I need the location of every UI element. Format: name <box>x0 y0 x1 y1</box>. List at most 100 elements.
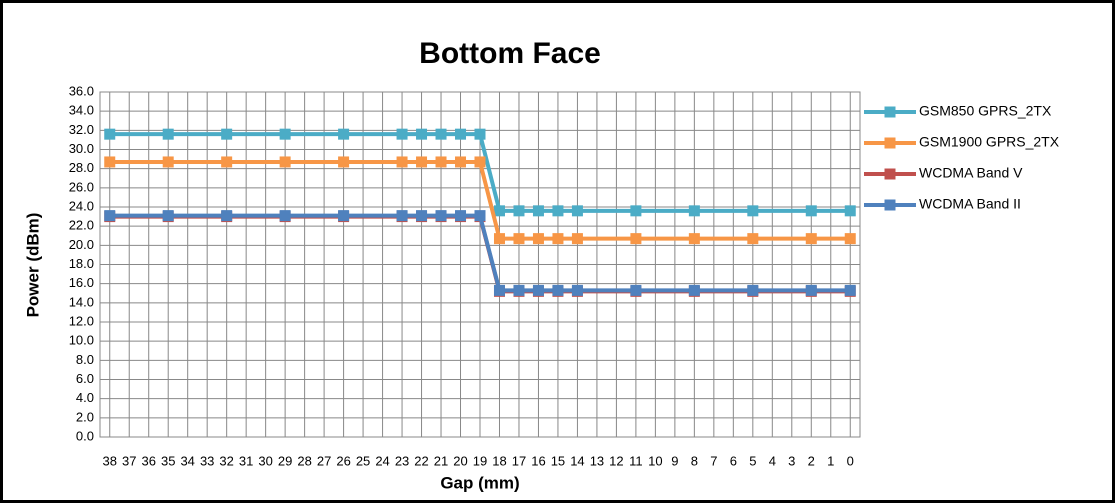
x-tick-label: 0 <box>847 453 854 468</box>
x-tick-label: 8 <box>691 453 698 468</box>
data-point <box>104 210 116 222</box>
data-point <box>279 156 291 168</box>
data-point <box>513 284 525 296</box>
data-point <box>474 128 486 140</box>
x-tick-label: 32 <box>219 453 233 468</box>
data-point <box>844 205 856 217</box>
data-point <box>493 284 505 296</box>
legend-marker <box>884 168 896 180</box>
data-point <box>552 205 564 217</box>
data-point <box>571 284 583 296</box>
data-point <box>455 128 467 140</box>
data-point <box>474 210 486 222</box>
x-tick-label: 35 <box>161 453 175 468</box>
x-tick-label: 2 <box>808 453 815 468</box>
x-tick-label: 38 <box>103 453 117 468</box>
y-tick-label: 2.0 <box>76 409 94 424</box>
data-point <box>571 205 583 217</box>
x-tick-label: 17 <box>512 453 526 468</box>
y-axis-title: Power (dBm) <box>23 213 42 318</box>
x-axis-title: Gap (mm) <box>440 473 519 492</box>
data-point <box>688 284 700 296</box>
x-tick-label: 31 <box>239 453 253 468</box>
data-point <box>162 128 174 140</box>
data-point <box>435 128 447 140</box>
data-point <box>338 210 350 222</box>
data-point <box>513 205 525 217</box>
y-tick-label: 6.0 <box>76 371 94 386</box>
legend-marker <box>884 137 896 149</box>
data-point <box>630 233 642 245</box>
x-tick-label: 3 <box>788 453 795 468</box>
y-tick-label: 24.0 <box>69 198 94 213</box>
data-point <box>805 205 817 217</box>
x-tick-label: 36 <box>141 453 155 468</box>
data-point <box>513 233 525 245</box>
x-tick-label: 24 <box>375 453 389 468</box>
y-tick-label: 16.0 <box>69 275 94 290</box>
data-point <box>532 233 544 245</box>
data-point <box>747 284 759 296</box>
data-point <box>279 128 291 140</box>
x-tick-label: 22 <box>414 453 428 468</box>
plot-frame <box>99 91 861 438</box>
x-tick-label: 14 <box>570 453 584 468</box>
x-tick-label: 18 <box>492 453 506 468</box>
data-point <box>435 156 447 168</box>
data-point <box>221 210 233 222</box>
data-point <box>552 233 564 245</box>
y-tick-label: 34.0 <box>69 103 94 118</box>
data-point <box>338 128 350 140</box>
y-tick-label: 8.0 <box>76 352 94 367</box>
x-tick-label: 5 <box>749 453 756 468</box>
series-line <box>109 132 851 213</box>
x-tick-label: 27 <box>317 453 331 468</box>
data-point <box>844 233 856 245</box>
data-point <box>338 156 350 168</box>
x-tick-label: 10 <box>648 453 662 468</box>
x-tick-label: 9 <box>671 453 678 468</box>
data-point <box>416 128 428 140</box>
data-point <box>493 205 505 217</box>
x-tick-label: 11 <box>629 453 643 468</box>
data-point <box>162 210 174 222</box>
data-point <box>552 284 564 296</box>
data-point <box>688 233 700 245</box>
data-point <box>532 205 544 217</box>
data-point <box>844 284 856 296</box>
y-tick-label: 26.0 <box>69 179 94 194</box>
chart-title: Bottom Face <box>419 37 601 70</box>
legend-label: WCDMA Band V <box>919 165 1023 181</box>
data-point <box>630 205 642 217</box>
legend-marker <box>884 106 896 118</box>
legend-label: GSM850 GPRS_2TX <box>919 103 1052 119</box>
x-tick-label: 26 <box>336 453 350 468</box>
y-tick-label: 30.0 <box>69 141 94 156</box>
x-tick-label: 15 <box>551 453 565 468</box>
x-tick-label: 19 <box>473 453 487 468</box>
data-point <box>104 156 116 168</box>
data-point <box>805 233 817 245</box>
x-tick-label: 29 <box>278 453 292 468</box>
x-tick-label: 16 <box>531 453 545 468</box>
series-line <box>109 213 851 293</box>
data-point <box>221 128 233 140</box>
y-tick-label: 0.0 <box>76 428 94 443</box>
y-tick-label: 36.0 <box>69 83 94 98</box>
x-tick-label: 28 <box>297 453 311 468</box>
x-tick-label: 1 <box>827 453 834 468</box>
data-point <box>396 128 408 140</box>
x-tick-label: 4 <box>769 453 776 468</box>
x-tick-label: 21 <box>434 453 448 468</box>
legend-label: WCDMA Band II <box>919 196 1021 212</box>
data-point <box>493 233 505 245</box>
data-point <box>279 210 291 222</box>
x-tick-label: 34 <box>180 453 194 468</box>
data-point <box>416 210 428 222</box>
x-tick-label: 7 <box>710 453 717 468</box>
x-tick-label: 12 <box>609 453 623 468</box>
legend-marker <box>884 199 896 211</box>
x-tick-label: 30 <box>258 453 272 468</box>
y-tick-label: 18.0 <box>69 256 94 271</box>
